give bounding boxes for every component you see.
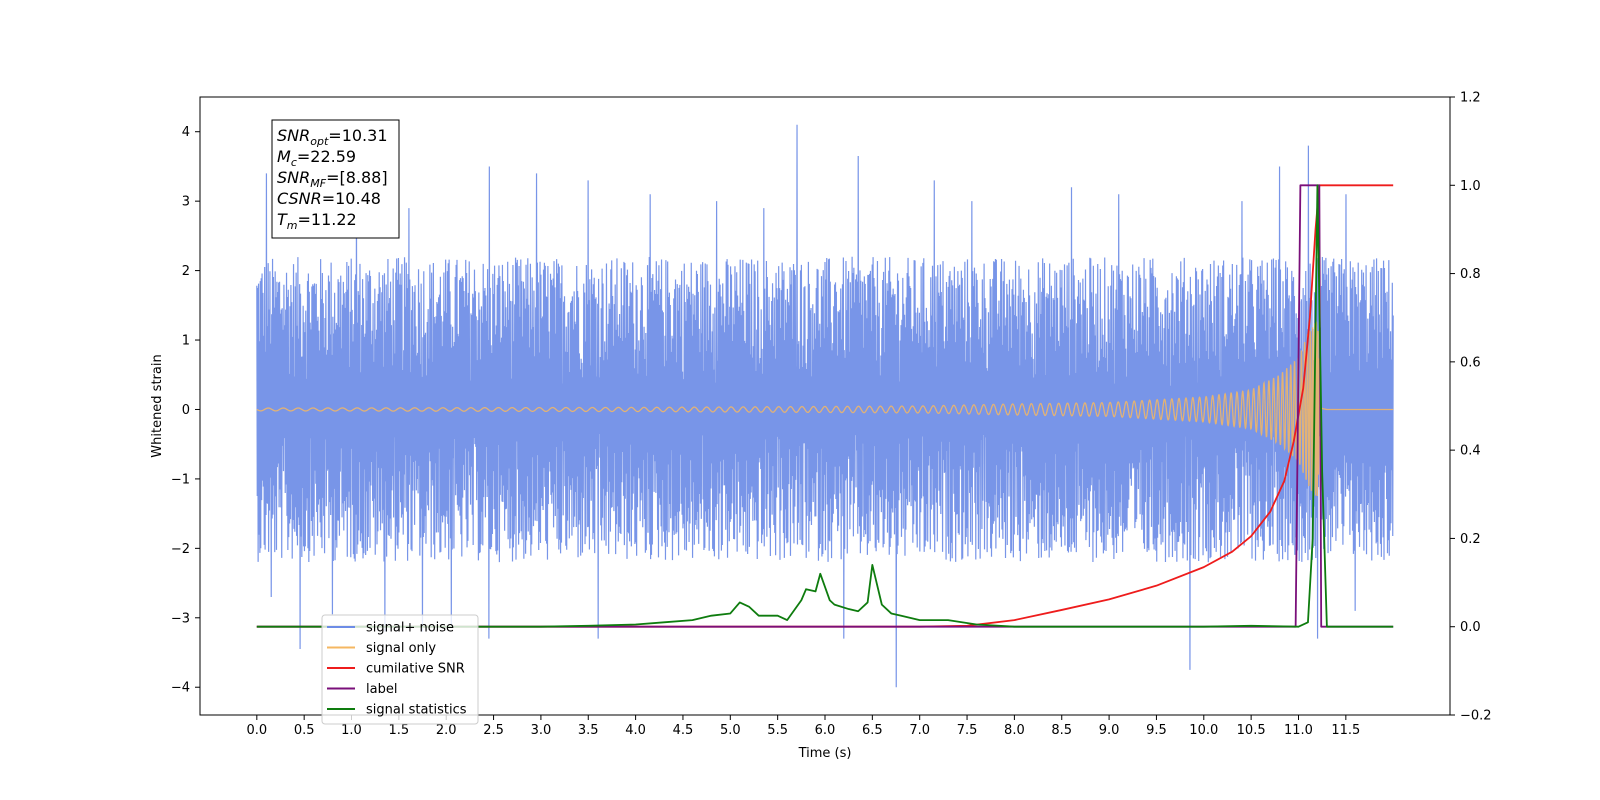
x-tick-label: 6.0 bbox=[815, 723, 836, 738]
plot-series-layer bbox=[256, 124, 1394, 688]
legend-label: signal+ noise bbox=[366, 621, 454, 636]
y2-tick-label: −0.2 bbox=[1460, 709, 1492, 724]
stats-value: =10.31 bbox=[328, 126, 387, 145]
legend: signal+ noise signal only cumilative SNR la… bbox=[321, 614, 479, 725]
series-signal-only-line bbox=[256, 321, 1394, 496]
y-tick-label: −3 bbox=[171, 611, 190, 626]
x-tick-label: 11.0 bbox=[1284, 723, 1313, 738]
y-tick-label: 4 bbox=[182, 125, 190, 140]
stats-subscript: opt bbox=[310, 135, 329, 148]
stats-subscript: m bbox=[287, 219, 298, 232]
x-tick-label: 1.5 bbox=[389, 723, 410, 738]
y-axis-right: −0.2 0.0 0.2 0.4 0.6 0.8 1.0 1.2 bbox=[1450, 91, 1492, 724]
x-tick-label: 10.0 bbox=[1189, 723, 1218, 738]
x-tick-label: 2.0 bbox=[436, 723, 457, 738]
stats-symbol: T bbox=[277, 210, 288, 229]
stats-line: SNRMF=[8.88] bbox=[277, 168, 388, 190]
stats-value: =11.22 bbox=[298, 210, 357, 229]
y-tick-label: −1 bbox=[171, 472, 190, 487]
x-tick-label: 4.0 bbox=[625, 723, 646, 738]
y-axis-title: Whitened strain bbox=[150, 354, 165, 457]
y-tick-label: 2 bbox=[182, 264, 190, 279]
y-tick-label: −4 bbox=[171, 681, 190, 696]
x-tick-label: 5.5 bbox=[767, 723, 788, 738]
y2-tick-label: 1.0 bbox=[1460, 179, 1481, 194]
stats-subscript: MF bbox=[310, 177, 326, 190]
y2-tick-label: 1.2 bbox=[1460, 91, 1481, 106]
x-tick-label: 9.0 bbox=[1099, 723, 1120, 738]
legend-label: cumilative SNR bbox=[366, 662, 465, 677]
stats-line: Tm=11.22 bbox=[277, 210, 357, 232]
x-tick-label: 11.5 bbox=[1331, 723, 1360, 738]
y2-tick-label: 0.0 bbox=[1460, 620, 1481, 635]
stats-subscript: c bbox=[291, 156, 297, 169]
stats-value: =22.59 bbox=[297, 147, 356, 166]
stats-symbol: SNR bbox=[277, 168, 310, 187]
x-tick-label: 0.5 bbox=[294, 723, 315, 738]
x-tick-label: 8.5 bbox=[1051, 723, 1072, 738]
stats-line: SNRopt=10.31 bbox=[277, 126, 388, 148]
y-axis-left: −4 −3 −2 −1 0 1 2 3 4 bbox=[171, 125, 200, 696]
x-tick-label: 6.5 bbox=[862, 723, 883, 738]
x-tick-label: 3.0 bbox=[531, 723, 552, 738]
legend-label: label bbox=[366, 682, 397, 697]
y2-tick-label: 0.2 bbox=[1460, 532, 1481, 547]
stats-line: CSNR=10.48 bbox=[277, 189, 381, 208]
legend-label: signal statistics bbox=[366, 703, 467, 718]
y-tick-label: −2 bbox=[171, 542, 190, 557]
stats-box-frame bbox=[271, 119, 400, 239]
x-tick-label: 2.5 bbox=[483, 723, 504, 738]
stats-value: =[8.88] bbox=[326, 168, 388, 187]
x-tick-label: 1.0 bbox=[341, 723, 362, 738]
x-tick-label: 8.0 bbox=[1004, 723, 1025, 738]
series-signal-statistics-line bbox=[256, 184, 1394, 628]
stats-symbol: SNR bbox=[277, 126, 310, 145]
stats-annotation-box: SNRopt=10.31Mc=22.59SNRMF=[8.88]CSNR=10.… bbox=[271, 119, 400, 239]
x-tick-label: 7.5 bbox=[957, 723, 978, 738]
y2-tick-label: 0.4 bbox=[1460, 444, 1481, 459]
x-tick-label: 4.5 bbox=[673, 723, 694, 738]
stats-symbol: M bbox=[277, 147, 291, 166]
legend-frame bbox=[321, 614, 479, 725]
y2-tick-label: 0.6 bbox=[1460, 355, 1481, 370]
x-tick-label: 3.5 bbox=[578, 723, 599, 738]
x-tick-label: 7.0 bbox=[909, 723, 930, 738]
y-tick-label: 1 bbox=[182, 334, 190, 349]
y-tick-label: 3 bbox=[182, 195, 190, 210]
stats-symbol: CSNR bbox=[277, 189, 322, 208]
legend-label: signal only bbox=[366, 641, 436, 656]
stats-value: =10.48 bbox=[322, 189, 381, 208]
y2-tick-label: 0.8 bbox=[1460, 267, 1481, 282]
stats-line: Mc=22.59 bbox=[277, 147, 356, 169]
x-tick-label: 5.0 bbox=[720, 723, 741, 738]
x-tick-label: 9.5 bbox=[1146, 723, 1167, 738]
x-tick-label: 0.0 bbox=[246, 723, 267, 738]
x-tick-label: 10.5 bbox=[1237, 723, 1266, 738]
y-tick-label: 0 bbox=[182, 403, 190, 418]
x-axis-title: Time (s) bbox=[798, 746, 852, 761]
x-axis: 0.0 0.5 1.0 1.5 2.0 2.5 3.0 3.5 4.0 4.5 5.0 5.5 6.0 6… bbox=[246, 715, 1360, 738]
